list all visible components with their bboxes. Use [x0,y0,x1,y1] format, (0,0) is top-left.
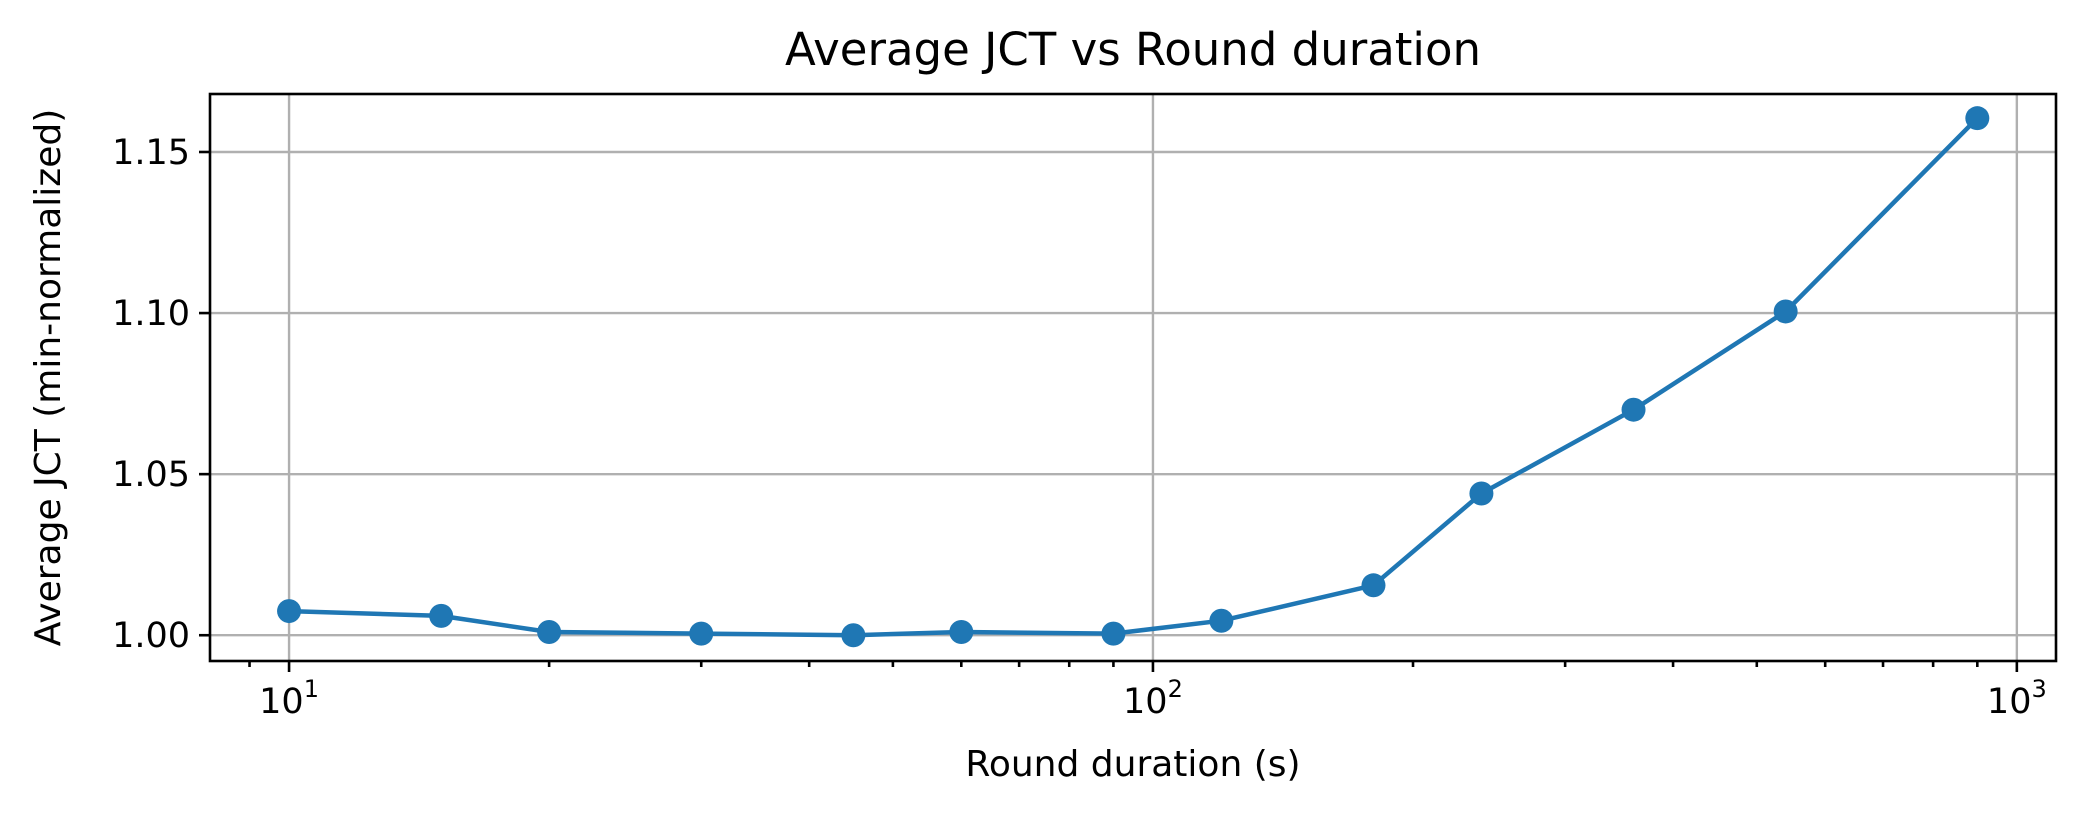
data-point [1101,622,1125,646]
data-point [1965,106,1989,130]
x-tick-label-exponent: 2 [1168,675,1183,703]
x-tick-label-base: 10 [259,682,304,722]
data-point [277,599,301,623]
x-tick-label-exponent: 3 [2031,675,2046,703]
x-tick-label-base: 10 [1987,682,2032,722]
y-tick-label: 1.00 [112,616,190,656]
data-point [841,623,865,647]
y-tick-label: 1.15 [112,133,190,173]
y-tick-label: 1.05 [112,455,190,495]
data-point [1209,609,1233,633]
chart-title: Average JCT vs Round duration [785,23,1481,76]
x-tick-label-base: 10 [1123,682,1168,722]
y-axis-label: Average JCT (min-normalized) [28,109,69,646]
x-tick-label-exponent: 1 [304,675,319,703]
data-point [949,620,973,644]
data-point [1469,481,1493,505]
data-point [429,604,453,628]
data-point [537,620,561,644]
x-axis-label: Round duration (s) [965,744,1300,785]
y-tick-label: 1.10 [112,294,190,334]
data-point [1622,398,1646,422]
data-point [1361,573,1385,597]
data-point [689,622,713,646]
data-point [1774,299,1798,323]
